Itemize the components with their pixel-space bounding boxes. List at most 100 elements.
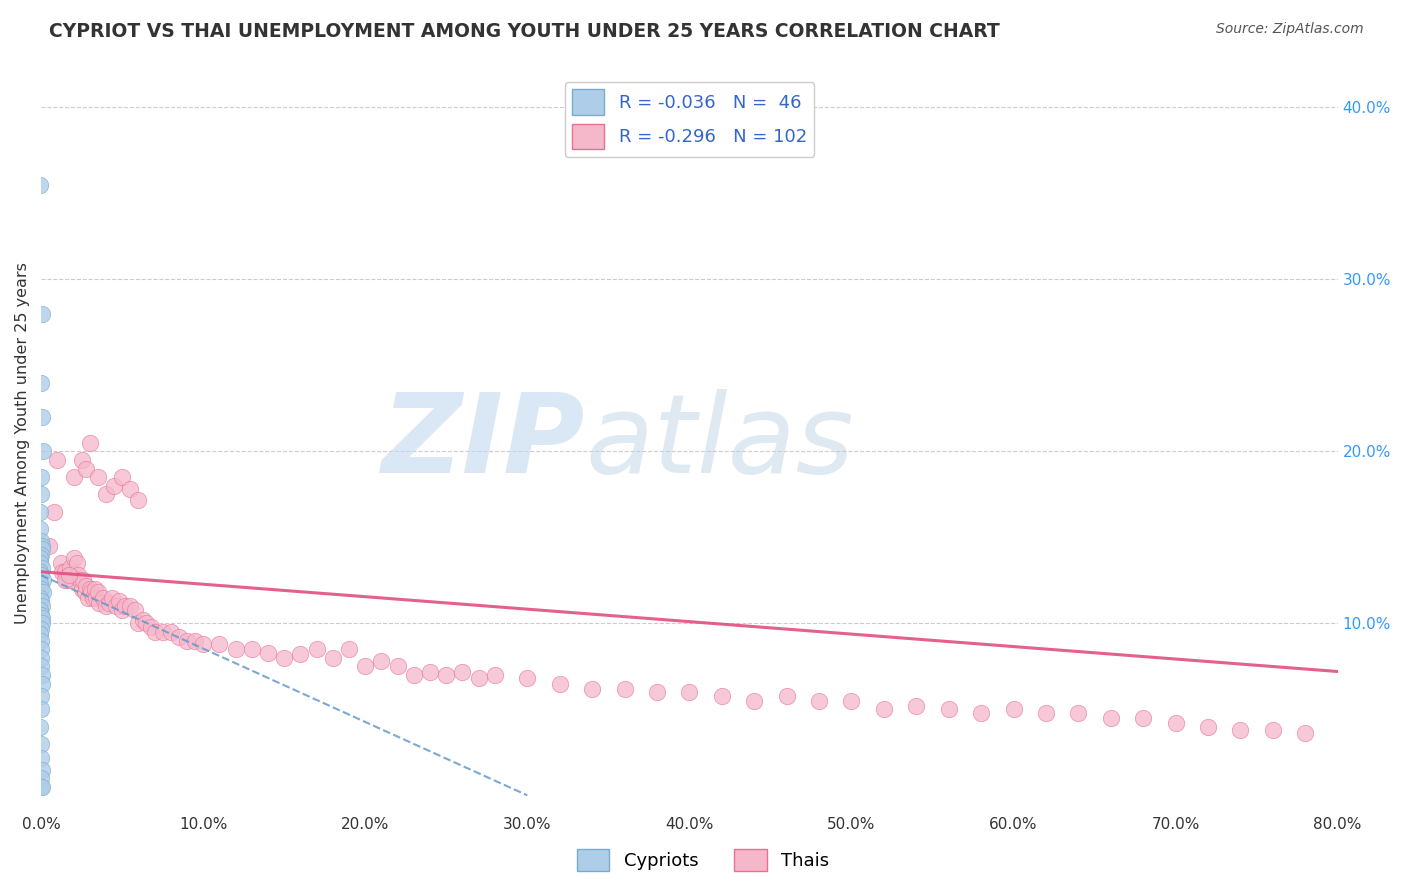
Point	[30, 556, 52, 570]
Point	[30, 376, 52, 390]
Point	[49, 556, 72, 570]
Point	[808, 694, 831, 708]
Point	[114, 599, 136, 614]
Point	[31, 444, 53, 458]
Point	[305, 642, 328, 657]
Point	[30, 689, 52, 703]
Point	[905, 698, 928, 713]
Point	[322, 650, 344, 665]
Point	[581, 681, 603, 696]
Point	[141, 620, 163, 634]
Point	[31, 611, 53, 625]
Point	[31, 542, 53, 557]
Point	[873, 702, 896, 716]
Point	[51, 565, 73, 579]
Point	[94, 487, 117, 501]
Point	[548, 676, 571, 690]
Text: CYPRIOT VS THAI UNEMPLOYMENT AMONG YOUTH UNDER 25 YEARS CORRELATION CHART: CYPRIOT VS THAI UNEMPLOYMENT AMONG YOUTH…	[49, 22, 1000, 41]
Point	[77, 591, 100, 605]
Point	[257, 646, 280, 660]
Point	[31, 561, 53, 575]
Point	[451, 665, 474, 679]
Point	[124, 602, 146, 616]
Point	[69, 574, 91, 588]
Point	[28, 602, 51, 616]
Point	[176, 633, 198, 648]
Point	[31, 409, 53, 424]
Point	[28, 551, 51, 566]
Point	[30, 487, 52, 501]
Point	[30, 568, 52, 582]
Point	[152, 624, 174, 639]
Point	[62, 551, 84, 566]
Point	[31, 668, 53, 682]
Point	[82, 591, 104, 605]
Point	[30, 650, 52, 665]
Point	[84, 591, 107, 605]
Point	[28, 576, 51, 591]
Point	[938, 702, 960, 716]
Point	[1132, 711, 1154, 725]
Point	[62, 470, 84, 484]
Point	[1002, 702, 1025, 716]
Point	[76, 461, 98, 475]
Point	[30, 591, 52, 605]
Point	[30, 594, 52, 608]
Point	[120, 599, 142, 614]
Point	[30, 659, 52, 673]
Point	[55, 565, 77, 579]
Point	[1035, 706, 1057, 720]
Point	[83, 582, 105, 596]
Point	[73, 585, 96, 599]
Point	[30, 565, 52, 579]
Point	[55, 574, 77, 588]
Point	[30, 750, 52, 764]
Point	[76, 578, 98, 592]
Point	[70, 453, 93, 467]
Point	[30, 470, 52, 484]
Y-axis label: Unemployment Among Youth under 25 years: Unemployment Among Youth under 25 years	[15, 262, 30, 624]
Point	[143, 624, 166, 639]
Point	[59, 561, 82, 575]
Point	[42, 504, 65, 518]
Point	[419, 665, 441, 679]
Point	[193, 637, 215, 651]
Point	[91, 591, 114, 605]
Text: atlas: atlas	[586, 389, 855, 496]
Point	[678, 685, 700, 699]
Text: Source: ZipAtlas.com: Source: ZipAtlas.com	[1216, 22, 1364, 37]
Point	[290, 648, 312, 662]
Point	[273, 650, 295, 665]
Point	[104, 599, 127, 614]
Point	[1261, 723, 1284, 737]
Point	[710, 689, 733, 703]
Point	[402, 668, 425, 682]
Point	[354, 659, 377, 673]
Point	[66, 556, 89, 570]
Point	[31, 676, 53, 690]
Point	[31, 780, 53, 794]
Point	[30, 582, 52, 596]
Point	[111, 602, 134, 616]
Point	[841, 694, 863, 708]
Point	[31, 539, 53, 553]
Point	[613, 681, 636, 696]
Point	[31, 307, 53, 321]
Point	[67, 568, 90, 582]
Point	[31, 574, 53, 588]
Point	[58, 568, 80, 582]
Point	[70, 582, 93, 596]
Point	[1067, 706, 1090, 720]
Point	[111, 470, 134, 484]
Point	[484, 668, 506, 682]
Point	[94, 599, 117, 614]
Point	[38, 539, 60, 553]
Legend: Cypriots, Thais: Cypriots, Thais	[569, 842, 837, 879]
Point	[30, 771, 52, 785]
Point	[79, 435, 101, 450]
Text: ZIP: ZIP	[382, 389, 586, 496]
Point	[28, 504, 51, 518]
Point	[30, 522, 52, 536]
Point	[742, 694, 765, 708]
Point	[167, 630, 190, 644]
